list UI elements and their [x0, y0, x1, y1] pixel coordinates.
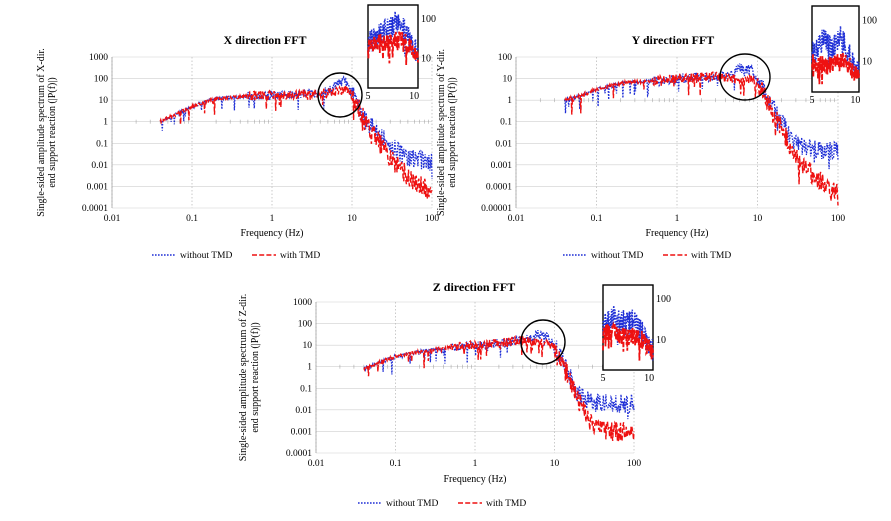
inset-y-tick-label: 100: [862, 15, 877, 26]
x-tick-label: 1: [270, 214, 275, 224]
inset: 100 10 5 10: [366, 4, 436, 102]
series-with-tmd-line: [363, 335, 635, 443]
y-tick-label: 0.0001: [486, 182, 512, 192]
y-axis-label-line1: Single-sided amplitude spectrum of Z-dir…: [238, 294, 249, 461]
legend-label-with-tmd: with TMD: [486, 499, 526, 509]
y-tick-label: 0.1: [500, 118, 512, 128]
inset-y-tick-label: 10: [862, 57, 872, 68]
zoom-circle: [520, 319, 566, 365]
x-axis-label: Frequency (Hz): [645, 228, 708, 239]
y-tick-label: 0.1: [300, 384, 312, 394]
y-tick-label: 0.01: [91, 161, 108, 171]
inset-series-with-tmd: [811, 52, 860, 85]
series-with-tmd-line: [159, 85, 433, 199]
chart-title: Z direction FFT: [433, 280, 515, 294]
zoom-circle: [719, 53, 771, 101]
legend-label-without-tmd: without TMD: [591, 251, 643, 261]
y-tick-label: 0.00001: [481, 204, 512, 214]
y-tick-label: 1: [103, 118, 108, 128]
y-tick-label: 100: [298, 320, 313, 330]
legend-label-with-tmd: with TMD: [280, 251, 320, 261]
x-tick-label: 0.1: [390, 459, 402, 469]
series-with-tmd-line: [564, 71, 839, 206]
zoom-circle: [317, 72, 363, 118]
y-tick-label: 0.001: [291, 427, 313, 437]
inset-series-with-tmd: [367, 31, 419, 66]
y-tick-label: 0.0001: [82, 204, 108, 214]
x-tick-label: 1: [473, 459, 478, 469]
legend: without TMD with TMD: [358, 499, 526, 509]
y-axis-label-line1: Single-sided amplitude spectrum of Y-dir…: [436, 49, 447, 216]
x-tick-label: 0.01: [104, 214, 121, 224]
x-tick-label: 100: [627, 459, 642, 469]
chart-y: Y direction FFT 0.00001 0.0001 0.001 0.01 0.1…: [436, 5, 877, 261]
x-tick-label: 0.01: [308, 459, 325, 469]
inset-series-without-tmd: [602, 305, 654, 361]
inset-x-tick-label: 10: [409, 91, 419, 102]
x-tick-label: 0.01: [508, 214, 525, 224]
y-tick-label: 10: [99, 96, 109, 106]
chart-title: Y direction FFT: [632, 33, 715, 47]
y-tick-label: 0.1: [96, 139, 108, 149]
y-tick-label: 1000: [293, 298, 312, 308]
x-tick-label: 10: [347, 214, 357, 224]
y-tick-label: 10: [303, 341, 313, 351]
x-tick-label: 10: [550, 459, 560, 469]
x-tick-label: 10: [753, 214, 763, 224]
x-tick-label: 100: [831, 214, 846, 224]
y-tick-label: 1000: [89, 53, 108, 63]
legend-label-without-tmd: without TMD: [386, 499, 438, 509]
legend-label-with-tmd: with TMD: [691, 251, 731, 261]
inset-y-tick-label: 100: [656, 294, 671, 305]
grid: [111, 56, 433, 209]
y-tick-label: 10: [503, 75, 513, 85]
y-axis-label-line2: end support reaction (|P(f)|): [47, 77, 58, 187]
x-tick-label: 100: [425, 214, 440, 224]
x-tick-label: 0.1: [591, 214, 603, 224]
chart-x: X direction FFT0.00010.0010.010.11101001…: [36, 4, 440, 261]
x-tick-label: 0.1: [186, 214, 198, 224]
inset-x-tick-label: 5: [810, 95, 815, 106]
x-tick-label: 1: [675, 214, 680, 224]
y-tick-label: 0.001: [87, 182, 109, 192]
inset: 100 10 5 10: [810, 5, 877, 106]
y-tick-label: 1: [507, 96, 512, 106]
inset-x-tick-label: 5: [601, 373, 606, 384]
inset-x-tick-label: 10: [850, 95, 860, 106]
x-axis-label: Frequency (Hz): [443, 474, 506, 485]
inset-y-tick-label: 100: [421, 14, 436, 25]
y-tick-label: 0.01: [295, 406, 312, 416]
inset: 100 10 5 10: [601, 284, 671, 384]
y-tick-label: 100: [498, 53, 513, 63]
legend: without TMD with TMD: [563, 251, 731, 261]
y-tick-label: 0.01: [495, 139, 512, 149]
inset-series-with-tmd: [602, 321, 654, 361]
legend: without TMD with TMD: [152, 251, 320, 261]
y-tick-label: 1: [307, 363, 312, 373]
grid: [315, 301, 635, 454]
chart-z: Z direction FFT0.00010.0010.010.11101001…: [238, 280, 671, 509]
chart-title: X direction FFT: [223, 33, 306, 47]
y-tick-label: 0.0001: [286, 449, 312, 459]
inset-frame: [811, 5, 860, 93]
y-axis-label-line2: end support reaction (|P(f)|): [250, 322, 261, 432]
y-tick-label: 0.001: [491, 161, 513, 171]
y-axis-label-line2: end support reaction (|P(f)|): [447, 77, 458, 187]
y-tick-label: 100: [94, 75, 109, 85]
x-axis-label: Frequency (Hz): [240, 228, 303, 239]
inset-y-tick-label: 10: [656, 335, 666, 346]
inset-y-tick-label: 10: [421, 53, 431, 64]
y-axis-label-line1: Single-sided amplitude spectrum of X-dir…: [36, 48, 47, 217]
inset-x-tick-label: 5: [366, 91, 371, 102]
legend-label-without-tmd: without TMD: [180, 251, 232, 261]
inset-x-tick-label: 10: [644, 373, 654, 384]
